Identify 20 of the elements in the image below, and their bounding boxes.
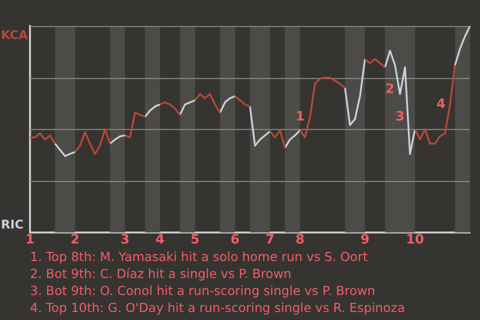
x-tick-label: 2 xyxy=(70,232,80,248)
x-tick-label: 6 xyxy=(230,232,240,248)
x-tick-label: 4 xyxy=(155,232,165,248)
annotation: 3 xyxy=(396,109,405,124)
text: 2. Bot 9th: C. Díaz hit a single vs P. Brown xyxy=(30,265,292,282)
x-tick-label: 10 xyxy=(406,232,424,248)
text: 4. Top 10th: G. O'Day hit a run-scoring single vs R. Espinoza xyxy=(30,299,406,316)
text: RIC xyxy=(1,218,24,232)
x-tick-label: 1 xyxy=(25,232,35,248)
annotation: 2 xyxy=(385,82,394,98)
x-tick-label: 7 xyxy=(265,232,275,248)
x-tick-label: 9 xyxy=(360,232,370,248)
x-tick-label: 3 xyxy=(120,232,130,248)
x-tick-label: 5 xyxy=(190,232,200,248)
annotation: 1 xyxy=(296,109,305,124)
x-tick-label: 8 xyxy=(295,232,305,248)
annotation: 4 xyxy=(436,97,446,112)
text: 1. Top 8th: M. Yamasaki hit a solo home run vs S. Oort xyxy=(30,248,369,265)
text: 3. Bot 9th: O. Conol hit a run-scoring single vs P. Brown xyxy=(30,282,376,299)
text: KCA xyxy=(1,28,29,42)
